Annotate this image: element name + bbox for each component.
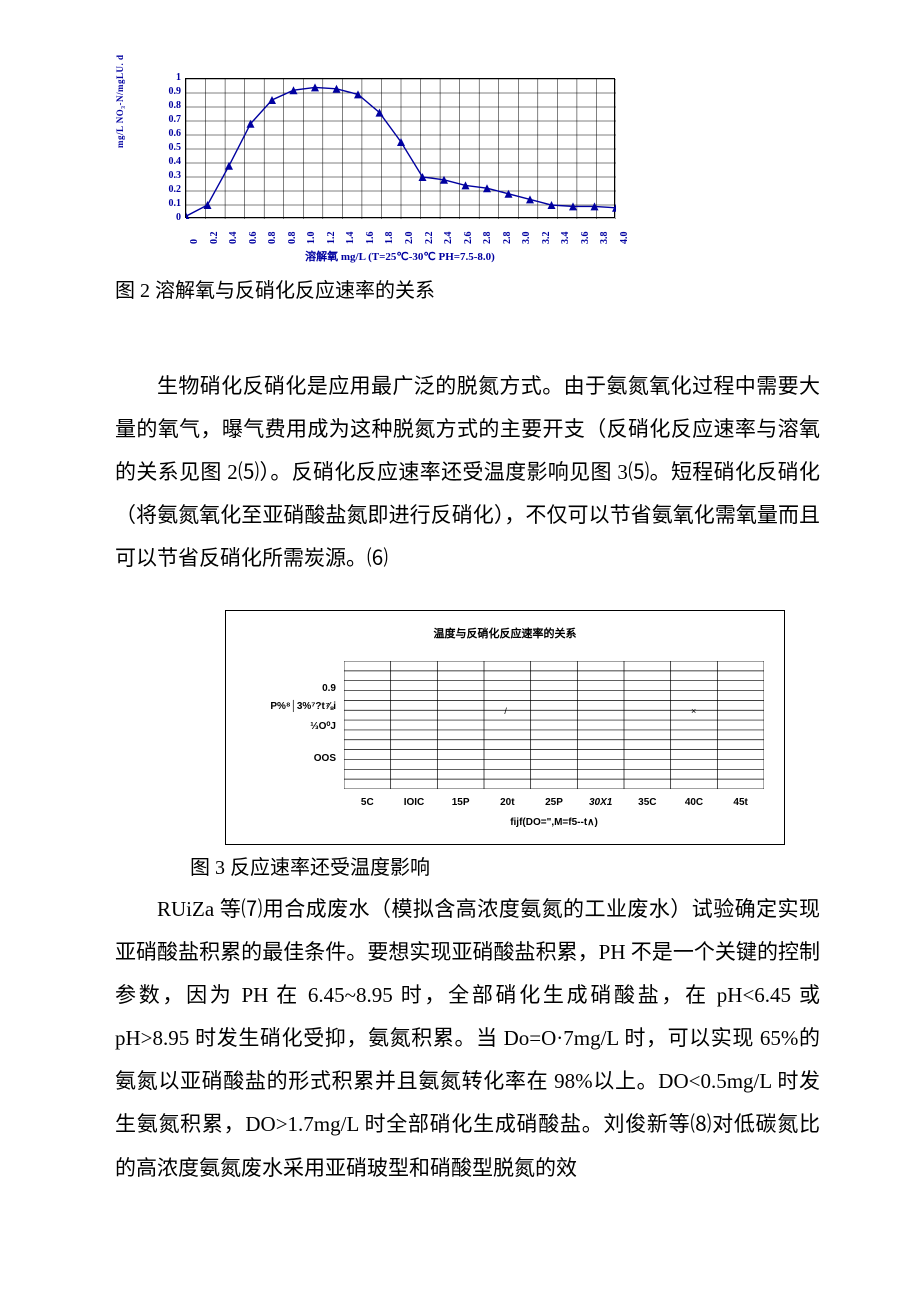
fig2-xtick: 1.6 [365, 232, 376, 245]
fig2-xtick: 3.6 [580, 232, 591, 245]
fig2-xtick: 2.6 [463, 232, 474, 245]
fig3-xtick: 35C [627, 797, 667, 808]
fig2-xtick: 1.8 [384, 232, 395, 245]
fig2-xtick: 0 [189, 239, 200, 244]
fig2-xtick: 0.8 [267, 232, 278, 245]
fig3-ytick: OOS [236, 753, 336, 764]
figure-3-caption: 图 3 反应速率还受温度影响 [190, 851, 820, 880]
fig2-ytick: 0.1 [151, 198, 181, 209]
fig2-xtick: 1.4 [345, 232, 356, 245]
fig3-xtick: 40C [674, 797, 714, 808]
fig3-ytick: 0.9 [236, 683, 336, 694]
paragraph-2: RUiZa 等⑺用合成废水（模拟含高浓度氨氮的工业废水）试验确定实现亚硝酸盐积累… [115, 888, 820, 1189]
fig2-ytick: 0.8 [151, 100, 181, 111]
fig2-xtick: 2.8 [502, 232, 513, 245]
fig3-ytick: P%⁸│3%⁷?t⅞i [236, 701, 336, 712]
fig2-xtick: 3.8 [599, 232, 610, 245]
fig2-ytick: 0.4 [151, 156, 181, 167]
fig2-xtick: 0.4 [228, 232, 239, 245]
fig2-ytick: 0 [151, 212, 181, 223]
figure-2-container: mg/L NO₃-N/mgLU. d 00.10.20.30.40.50.60.… [115, 70, 820, 303]
fig2-xtick: 3.4 [560, 232, 571, 245]
paragraph-1: 生物硝化反硝化是应用最广泛的脱氮方式。由于氨氮氧化过程中需要大量的氧气，曝气费用… [115, 365, 820, 580]
fig3-ytick: ⅓O⁰J [236, 721, 336, 732]
fig3-data-marker: × [691, 706, 696, 716]
fig2-xtick: 0.8 [287, 232, 298, 245]
fig2-xtick: 1.2 [326, 232, 337, 245]
fig2-plot-area [185, 78, 615, 218]
fig2-xtick: 3.0 [521, 232, 532, 245]
fig2-ytick: 1 [151, 72, 181, 83]
fig2-xtick: 1.0 [306, 232, 317, 245]
fig2-xtick: 4.0 [619, 232, 630, 245]
fig2-ylabel: mg/L NO₃-N/mgLU. d [115, 55, 125, 148]
fig3-xtick: 15P [441, 797, 481, 808]
fig2-ytick: 0.6 [151, 128, 181, 139]
fig2-ytick: 0.2 [151, 184, 181, 195]
fig2-svg [186, 79, 616, 219]
figure-2-caption: 图 2 溶解氧与反硝化反应速率的关系 [115, 274, 820, 303]
fig2-xtick: 2.0 [404, 232, 415, 245]
fig2-ytick: 0.7 [151, 114, 181, 125]
fig3-xtick: IOIC [394, 797, 434, 808]
fig3-xtick: 30X1 [581, 797, 621, 808]
fig2-xtick: 2.2 [424, 232, 435, 245]
figure-2-chart: mg/L NO₃-N/mgLU. d 00.10.20.30.40.50.60.… [115, 70, 625, 270]
fig2-ytick: 0.5 [151, 142, 181, 153]
fig3-xtick: 20t [487, 797, 527, 808]
fig3-plot-area [344, 661, 764, 789]
fig2-xtick: 0.6 [248, 232, 259, 245]
figure-3-container: 温度与反硝化反应速率的关系 0.9 P%⁸│3%⁷?t⅞i ⅓O⁰J OOS 5C IO… [225, 610, 785, 845]
fig3-xtick: 45t [721, 797, 761, 808]
fig2-xtick: 2.8 [482, 232, 493, 245]
fig2-ytick: 0.9 [151, 86, 181, 97]
fig2-xtick: 0.2 [209, 232, 220, 245]
fig3-xlabel: fijf(DO=",M=f5--t∧) [344, 817, 764, 828]
fig3-xtick: 5C [347, 797, 387, 808]
fig2-xlabel: 溶解氧 mg/L (T=25℃-30℃ PH=7.5-8.0) [185, 248, 615, 264]
fig2-ytick: 0.3 [151, 170, 181, 181]
fig2-xtick: 2.4 [443, 232, 454, 245]
fig3-title: 温度与反硝化反应速率的关系 [226, 625, 784, 641]
fig3-data-marker: / [504, 706, 507, 716]
fig3-xtick: 25P [534, 797, 574, 808]
fig3-svg [344, 661, 764, 789]
fig2-xtick: 3.2 [541, 232, 552, 245]
